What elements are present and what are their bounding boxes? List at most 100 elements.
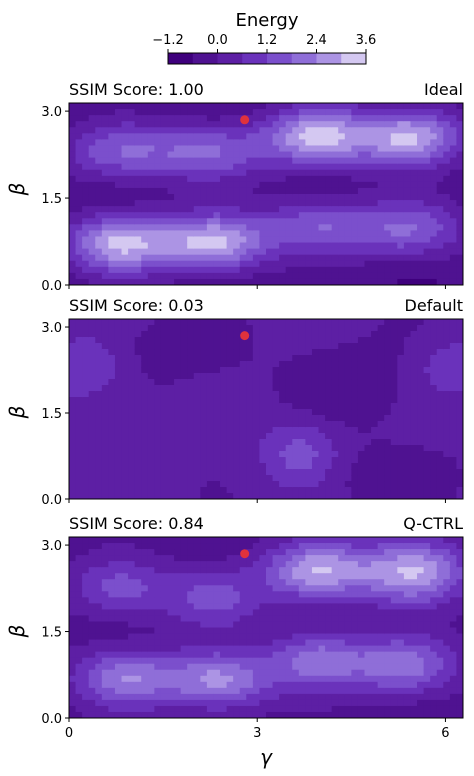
contour-cell	[371, 224, 379, 231]
contour-cell	[266, 415, 274, 422]
contour-cell	[410, 343, 418, 350]
contour-cell	[252, 549, 261, 556]
contour-cell	[108, 481, 116, 488]
contour-cell	[272, 543, 280, 550]
contour-cell	[220, 206, 228, 213]
contour-cell	[206, 236, 215, 244]
contour-cell	[95, 621, 103, 629]
contour-cell	[325, 343, 333, 350]
contour-cell	[167, 573, 175, 580]
contour-cell	[180, 230, 188, 238]
contour-cell	[88, 319, 96, 326]
contour-cell	[193, 537, 201, 544]
contour-cell	[206, 543, 215, 550]
contour-cell	[160, 145, 169, 153]
contour-cell	[226, 415, 234, 422]
contour-cell	[384, 493, 392, 499]
contour-cell	[226, 675, 234, 683]
contour-cell	[298, 373, 306, 380]
contour-cell	[272, 260, 280, 268]
contour-cell	[147, 693, 155, 701]
contour-cell	[114, 487, 123, 494]
contour-cell	[160, 236, 169, 244]
y-tick-label: 3.0	[41, 321, 62, 336]
contour-cell	[417, 169, 425, 177]
contour-cell	[220, 115, 228, 122]
contour-cell	[305, 663, 313, 671]
contour-cell	[226, 621, 234, 629]
contour-cell	[213, 687, 221, 695]
contour-cell	[233, 699, 241, 707]
contour-cell	[364, 163, 372, 171]
contour-cell	[436, 481, 444, 488]
contour-cell	[305, 403, 313, 410]
contour-cell	[233, 475, 241, 482]
contour-cell	[180, 681, 188, 689]
contour-cell	[298, 481, 306, 488]
contour-cell	[344, 603, 352, 610]
contour-cell	[75, 457, 83, 464]
contour-cell	[403, 355, 412, 362]
contour-cell	[121, 133, 129, 140]
contour-cell	[134, 194, 142, 201]
contour-cell	[213, 151, 221, 159]
contour-cell	[305, 415, 313, 422]
contour-cell	[193, 242, 201, 250]
contour-cell	[397, 242, 405, 250]
contour-cell	[180, 651, 188, 659]
contour-cell	[200, 133, 208, 140]
contour-cell	[259, 163, 267, 171]
contour-cell	[134, 439, 142, 446]
contour-cell	[430, 403, 438, 410]
contour-cell	[167, 224, 175, 231]
contour-cell	[272, 403, 280, 410]
contour-cell	[206, 194, 215, 201]
contour-cell	[252, 573, 261, 580]
contour-cell	[285, 421, 293, 428]
contour-cell	[167, 427, 175, 434]
contour-cell	[449, 427, 458, 434]
contour-cell	[141, 669, 149, 677]
contour-cell	[357, 194, 366, 201]
contour-cell	[377, 266, 385, 274]
contour-cell	[259, 651, 267, 659]
contour-cell	[285, 687, 293, 695]
contour-cell	[417, 260, 425, 268]
contour-cell	[200, 567, 208, 574]
contour-cell	[285, 585, 293, 592]
contour-cell	[279, 391, 287, 398]
contour-cell	[180, 236, 188, 244]
contour-cell	[364, 206, 372, 213]
contour-cell	[246, 567, 254, 574]
contour-cell	[331, 349, 339, 356]
contour-cell	[325, 675, 333, 683]
contour-cell	[338, 163, 346, 171]
contour-cell	[397, 230, 405, 238]
contour-cell	[95, 705, 103, 713]
contour-cell	[279, 705, 287, 713]
contour-cell	[259, 319, 267, 326]
contour-cell	[239, 218, 247, 225]
contour-cell	[75, 272, 83, 280]
contour-cell	[174, 493, 182, 499]
contour-cell	[397, 337, 405, 344]
contour-cell	[443, 451, 451, 458]
contour-cell	[213, 615, 221, 623]
contour-cell	[239, 325, 247, 332]
contour-cell	[311, 163, 320, 171]
contour-cell	[285, 385, 293, 392]
contour-cell	[266, 439, 274, 446]
contour-cell	[377, 463, 385, 470]
contour-cell	[266, 609, 274, 617]
contour-cell	[101, 175, 109, 183]
contour-cell	[390, 343, 398, 350]
contour-cell	[305, 543, 313, 550]
contour-cell	[95, 391, 103, 398]
contour-cell	[279, 421, 287, 428]
contour-cell	[364, 367, 372, 374]
contour-cell	[397, 427, 405, 434]
contour-cell	[266, 543, 274, 550]
contour-cell	[338, 242, 346, 250]
contour-cell	[233, 157, 241, 165]
contour-cell	[449, 181, 458, 189]
